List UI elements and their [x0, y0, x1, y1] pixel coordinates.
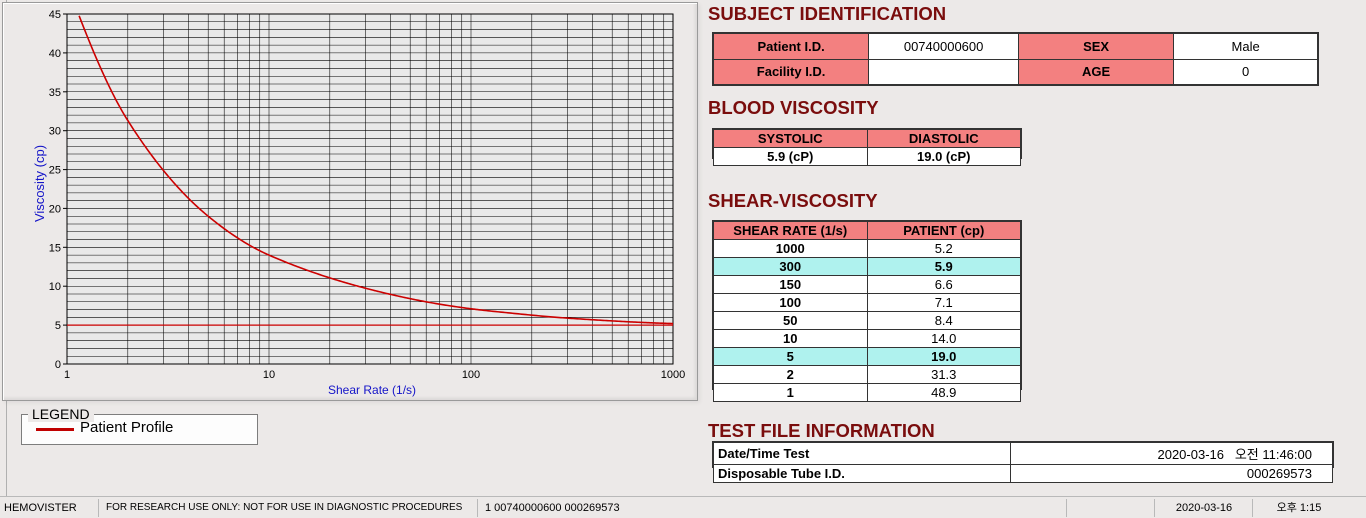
svg-text:30: 30: [49, 126, 61, 138]
svg-text:35: 35: [49, 87, 61, 99]
svg-text:1000: 1000: [661, 369, 685, 381]
svg-text:1: 1: [64, 369, 70, 381]
svg-text:0: 0: [55, 359, 61, 371]
svg-text:5: 5: [55, 320, 61, 332]
svg-text:25: 25: [49, 165, 61, 177]
svg-text:100: 100: [462, 369, 480, 381]
svg-text:10: 10: [49, 281, 61, 293]
svg-text:20: 20: [49, 203, 61, 215]
svg-text:15: 15: [49, 242, 61, 254]
svg-text:10: 10: [263, 369, 275, 381]
svg-text:40: 40: [49, 48, 61, 60]
svg-text:45: 45: [49, 9, 61, 21]
